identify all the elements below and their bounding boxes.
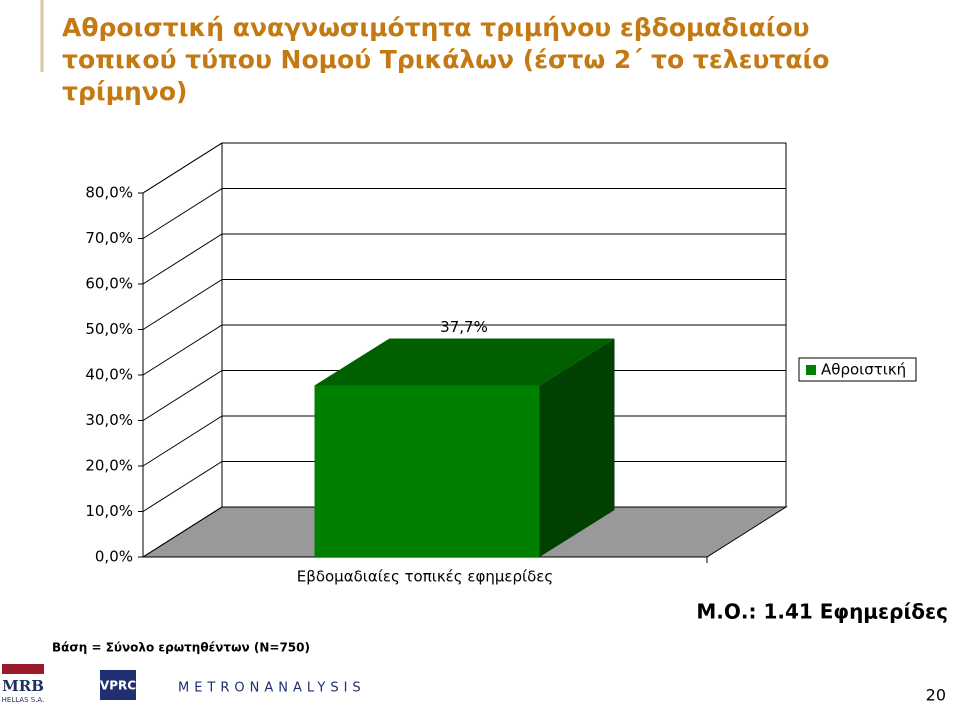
- y-tick-label: 0,0%: [95, 548, 133, 566]
- legend-box: [798, 357, 917, 382]
- y-tick-label: 20,0%: [85, 457, 133, 475]
- legend-swatch: [806, 365, 816, 375]
- base-note: Βάση = Σύνολο ερωτηθέντων (N=750): [52, 641, 310, 655]
- bar-front: [314, 385, 540, 557]
- logo-mrb-bar: [2, 664, 44, 674]
- y-tick-label: 10,0%: [85, 502, 133, 520]
- mean-note: Μ.Ο.: 1.41 Εφημερίδες: [696, 600, 948, 624]
- bar-side: [539, 338, 615, 557]
- y-tick-label: 30,0%: [85, 411, 133, 429]
- logo-mrb-sub: HELLAS S.A.: [2, 696, 45, 704]
- value-label: 37,7%: [440, 318, 488, 336]
- logo-vprc-box: [100, 670, 136, 700]
- logo-mrb: MRB: [2, 677, 44, 695]
- bar: [314, 338, 615, 557]
- y-tick-label: 40,0%: [85, 366, 133, 384]
- y-tick-label: 80,0%: [85, 184, 133, 202]
- page-number: 20: [926, 686, 946, 705]
- legend-label: Αθροιστική: [821, 361, 906, 379]
- y-tick-label: 70,0%: [85, 229, 133, 247]
- grid-line: [142, 279, 786, 330]
- grid-line: [142, 233, 786, 285]
- logo-vprc: VPRC: [100, 679, 136, 693]
- slide-title: Αθροιστική αναγνωσιμότητα τριμήνου εβδομ…: [62, 13, 830, 106]
- logo-metron: METRONANALYSIS: [178, 681, 366, 696]
- grid-line: [142, 188, 786, 239]
- grid-line: [142, 142, 786, 194]
- grid-line: [142, 324, 786, 376]
- y-tick-label: 50,0%: [85, 320, 133, 338]
- y-tick-label: 60,0%: [85, 275, 133, 293]
- bar-top: [314, 338, 615, 386]
- x-tick-label: Εβδομαδιαίες τοπικές εφημερίδες: [297, 568, 553, 586]
